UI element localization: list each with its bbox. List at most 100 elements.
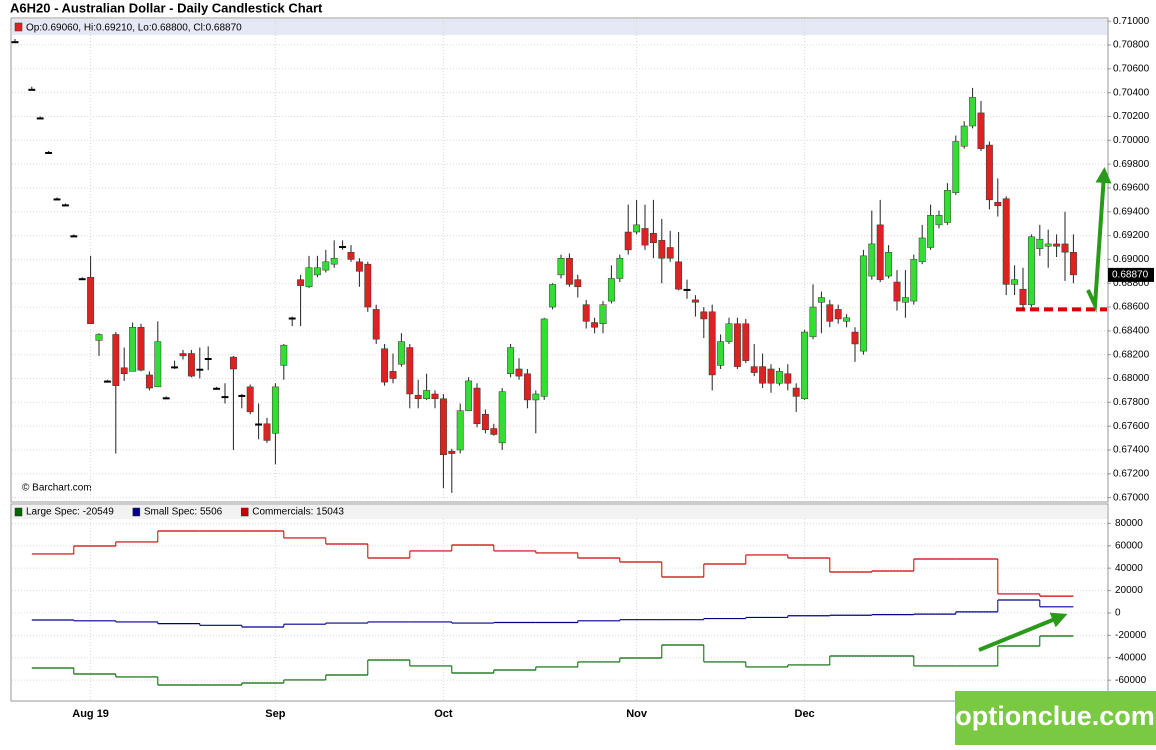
candle-body: [87, 277, 95, 324]
candle-body: [1044, 243, 1052, 247]
candle-body: [750, 366, 758, 373]
watermark-box: [955, 691, 1156, 745]
candle-body: [607, 278, 615, 302]
candle-body: [809, 306, 817, 338]
candle-body: [406, 347, 414, 395]
legend-label: Commercials: 15043: [252, 507, 344, 518]
candle-body: [465, 380, 473, 411]
y-tick-label: 0.69200: [1113, 230, 1150, 241]
x-tick-label: Sep: [265, 708, 285, 720]
candle-body: [826, 304, 834, 322]
candle-body: [120, 367, 128, 374]
legend-bar: [12, 19, 1107, 35]
candle-body: [456, 410, 464, 451]
candle-body: [851, 331, 859, 345]
legend-swatch: [240, 507, 249, 517]
arrow: [1086, 167, 1112, 313]
candle-body: [591, 322, 599, 328]
candle-body: [297, 279, 305, 286]
candle-body: [213, 387, 221, 390]
candle-body: [775, 371, 783, 384]
y-tick-label: 0.70400: [1113, 87, 1150, 98]
y-tick-label: 0.67400: [1113, 445, 1150, 456]
source: © Barchart.com: [22, 483, 92, 494]
candle-body: [901, 297, 909, 303]
candle-body: [969, 97, 977, 127]
candle-body: [649, 232, 657, 243]
candle-body: [708, 311, 716, 376]
candle-body: [557, 257, 565, 276]
candle-body: [742, 323, 750, 361]
candle-body: [767, 368, 775, 384]
candle-body: [817, 297, 825, 303]
candle-body: [95, 334, 103, 341]
candle-body: [196, 368, 204, 371]
candle-body: [103, 380, 111, 383]
candle-body: [481, 413, 489, 430]
candle-body: [1069, 252, 1077, 276]
candle-body: [725, 323, 733, 342]
candle-body: [330, 257, 338, 265]
candle-body: [943, 190, 951, 223]
y-tick-label: -40000: [1115, 652, 1147, 663]
legend-swatch: [14, 507, 23, 517]
x-tick-label: Dec: [795, 708, 815, 720]
candle-body: [977, 112, 985, 149]
candle-body: [893, 281, 901, 302]
y-tick-label: 0.69400: [1113, 206, 1150, 217]
candle-body: [372, 309, 380, 340]
candle-body: [994, 201, 1002, 207]
y-tick-label: 0.67200: [1113, 468, 1150, 479]
candle-body: [868, 243, 876, 277]
candle-body: [28, 88, 36, 91]
candle-body: [288, 317, 296, 320]
candle-body: [204, 358, 212, 361]
arrow: [978, 612, 1068, 652]
y-tick-label: 40000: [1115, 563, 1143, 574]
candle-body: [515, 368, 523, 377]
x-tick-label: Aug 19: [72, 708, 109, 720]
candle-body: [759, 366, 767, 384]
candle-body: [263, 423, 271, 441]
candle-body: [61, 204, 69, 207]
candle-body: [162, 397, 170, 400]
candle-body: [78, 278, 86, 281]
y-tick-label: 0.69000: [1113, 254, 1150, 265]
candle-body: [397, 341, 405, 365]
y-tick-label: 0.69600: [1113, 183, 1150, 194]
y-tick-label: 0.71000: [1113, 16, 1150, 27]
y-tick-label: 0: [1115, 608, 1121, 619]
y-tick-label: 0.70000: [1113, 135, 1150, 146]
candle-body: [1061, 243, 1069, 253]
candle-body: [733, 323, 741, 367]
candle-body: [532, 393, 540, 401]
y-tick-label: 20000: [1115, 585, 1143, 596]
candle-body: [313, 267, 321, 276]
candle-body: [381, 348, 389, 383]
candle-body: [834, 309, 842, 320]
candle-body: [171, 366, 179, 369]
last-price-box: [1108, 267, 1154, 282]
y-tick-label: 0.69800: [1113, 159, 1150, 170]
candle-body: [389, 371, 397, 379]
candle-body: [45, 151, 53, 154]
candle-body: [960, 125, 968, 147]
x-tick-label: Nov: [626, 708, 648, 720]
legend-label: Small Spec: 5506: [144, 507, 223, 518]
candle-body: [691, 299, 699, 303]
candle-body: [1036, 238, 1044, 249]
y-tick-label: 0.67600: [1113, 421, 1150, 432]
candle-body: [935, 215, 943, 226]
watermark: optionclue.com: [955, 701, 1155, 731]
y-tick-label: 0.68600: [1113, 302, 1150, 313]
candle-body: [305, 267, 313, 288]
legend-swatch: [14, 22, 23, 32]
candle-body: [53, 198, 61, 201]
y-tick-label: 0.68200: [1113, 349, 1150, 360]
candle-body: [448, 450, 456, 454]
candle-body: [154, 341, 162, 388]
candle-body: [1002, 198, 1010, 285]
legend-swatch: [132, 507, 141, 517]
candle-body: [11, 41, 19, 44]
